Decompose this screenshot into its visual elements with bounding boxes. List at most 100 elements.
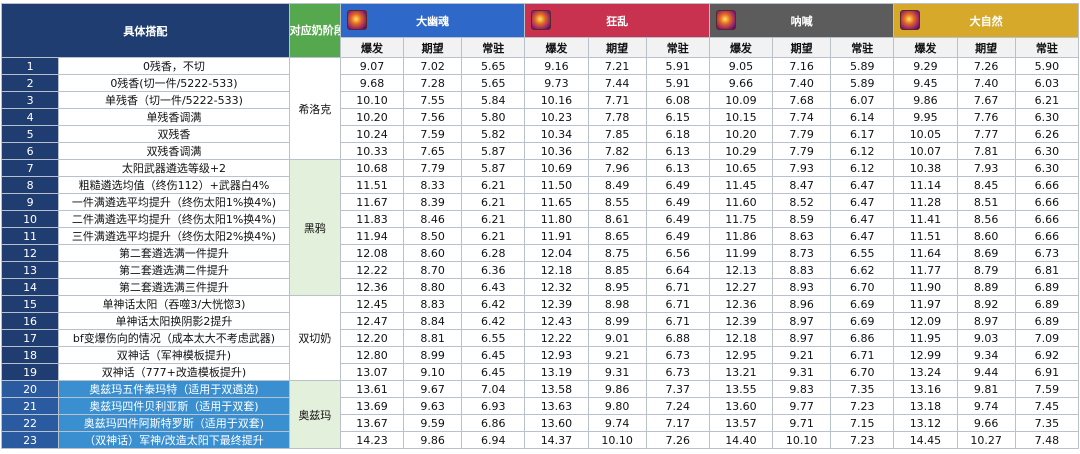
value-cell: 8.45	[956, 176, 1016, 194]
value-cell: 7.37	[645, 380, 710, 398]
value-cell: 9.66	[956, 414, 1016, 432]
sub-header-expect: 期望	[772, 37, 832, 58]
row-number: 12	[0, 244, 60, 262]
row-number: 14	[0, 278, 60, 296]
config-description: 单残香调满	[58, 108, 290, 126]
value-cell: 5.65	[461, 74, 526, 92]
row-number: 6	[0, 142, 60, 160]
value-cell: 6.45	[461, 346, 526, 364]
row-number: 16	[0, 312, 60, 330]
value-cell: 12.99	[893, 346, 958, 364]
config-description: 双残香	[58, 125, 290, 143]
value-cell: 6.42	[461, 312, 526, 330]
value-cell: 6.70	[830, 278, 895, 296]
value-cell: 8.96	[772, 295, 832, 313]
value-cell: 7.96	[587, 159, 647, 177]
value-cell: 6.64	[645, 261, 710, 279]
row-number: 23	[0, 431, 60, 449]
value-cell: 8.97	[956, 312, 1016, 330]
row-number: 8	[0, 176, 60, 194]
value-cell: 7.15	[830, 414, 895, 432]
value-cell: 13.16	[893, 380, 958, 398]
row-number: 7	[0, 159, 60, 177]
value-cell: 6.56	[645, 244, 710, 262]
sub-header-burst: 爆发	[339, 37, 405, 58]
value-cell: 9.07	[339, 57, 405, 75]
value-cell: 7.82	[587, 142, 647, 160]
value-cell: 9.31	[772, 363, 832, 381]
value-cell: 7.59	[1014, 380, 1080, 398]
value-cell: 11.95	[893, 329, 958, 347]
table-row: 22 奥兹玛四件阿斯特罗斯（适用于双套) 13.67 9.59 6.86 13.60 9.7…	[0, 414, 1080, 432]
value-cell: 7.85	[587, 125, 647, 143]
value-cell: 8.98	[587, 295, 647, 313]
value-cell: 8.95	[587, 278, 647, 296]
value-cell: 9.81	[956, 380, 1016, 398]
row-number: 3	[0, 91, 60, 109]
value-cell: 10.20	[708, 125, 774, 143]
value-cell: 10.34	[524, 125, 589, 143]
value-cell: 5.91	[645, 74, 710, 92]
nahan-icon	[715, 10, 736, 30]
value-cell: 7.77	[956, 125, 1016, 143]
table-row: 18 双神话（军神模板提升) 12.80 8.99 6.45 12.93 9.21 6.73 1…	[0, 346, 1080, 364]
value-cell: 12.32	[524, 278, 589, 296]
value-cell: 10.69	[524, 159, 589, 177]
value-cell: 10.24	[339, 125, 405, 143]
row-number: 2	[0, 74, 60, 92]
value-cell: 5.80	[461, 108, 526, 126]
value-cell: 11.41	[893, 210, 958, 228]
value-cell: 8.69	[956, 244, 1016, 262]
config-description: 一件满遴选平均提升（终伤太阳1%换4%)	[58, 193, 290, 211]
table-row: 15 单神话太阳（吞噬3/大恍惚3) 双切奶 12.45 8.83 6.42 12.39 8.…	[0, 295, 1080, 381]
value-cell: 6.21	[461, 227, 526, 245]
value-cell: 7.76	[956, 108, 1016, 126]
value-cell: 11.90	[893, 278, 958, 296]
value-cell: 6.94	[461, 431, 526, 449]
row-number: 17	[0, 329, 60, 347]
value-cell: 8.52	[772, 193, 832, 211]
config-description: 0残香(切一件/5222-533)	[58, 74, 290, 92]
table-row: 8 粗糙遴选均值（终伤112）+武器白4% 11.51 8.33 6.21 11.50 8.…	[0, 176, 1080, 194]
value-cell: 9.77	[772, 397, 832, 415]
value-cell: 12.18	[524, 261, 589, 279]
value-cell: 9.74	[587, 414, 647, 432]
value-cell: 7.44	[587, 74, 647, 92]
value-cell: 11.65	[524, 193, 589, 211]
value-cell: 8.97	[772, 329, 832, 347]
value-cell: 7.28	[403, 74, 463, 92]
skill-name: 大自然	[969, 14, 1003, 28]
value-cell: 12.22	[524, 329, 589, 347]
value-cell: 6.70	[830, 363, 895, 381]
value-cell: 8.63	[772, 227, 832, 245]
config-description: 三件满遴选平均提升（终伤太阳2%换4%)	[58, 227, 290, 245]
value-cell: 9.73	[524, 74, 589, 92]
value-cell: 6.47	[830, 193, 895, 211]
value-cell: 9.63	[403, 397, 463, 415]
value-cell: 6.21	[461, 210, 526, 228]
row-number: 20	[0, 380, 60, 398]
table-row: 10 二件满遴选平均提升（终伤太阳1%换4%) 11.83 8.46 6.21 11.80…	[0, 210, 1080, 228]
nai-stage-header: 对应奶阶段	[288, 3, 341, 58]
table-row: 20 奥兹玛五件泰玛特（适用于双遴选) 奥兹玛 13.61 9.67 7.04 13.58 9…	[0, 380, 1080, 449]
value-cell: 13.12	[893, 414, 958, 432]
value-cell: 6.73	[645, 346, 710, 364]
table-row: 17 bf变爆伤向的情况（成本太大不考虑武器) 12.20 8.81 6.55 12.22…	[0, 329, 1080, 347]
value-cell: 12.43	[524, 312, 589, 330]
value-cell: 6.47	[830, 227, 895, 245]
value-cell: 6.69	[830, 312, 895, 330]
row-number: 18	[0, 346, 60, 364]
value-cell: 10.16	[524, 91, 589, 109]
value-cell: 5.91	[645, 57, 710, 75]
value-cell: 6.66	[1014, 193, 1080, 211]
value-cell: 6.08	[645, 91, 710, 109]
config-description: 第二套遴选满三件提升	[58, 278, 290, 296]
value-cell: 11.91	[524, 227, 589, 245]
table-row: 6 双残香调满 10.33 7.65 5.87 10.36 7.82 6.13 10.29 7.7…	[0, 142, 1080, 160]
value-cell: 11.45	[708, 176, 774, 194]
value-cell: 6.15	[645, 108, 710, 126]
value-cell: 9.21	[772, 346, 832, 364]
value-cell: 11.99	[708, 244, 774, 262]
value-cell: 8.83	[772, 261, 832, 279]
value-cell: 14.23	[339, 431, 405, 449]
